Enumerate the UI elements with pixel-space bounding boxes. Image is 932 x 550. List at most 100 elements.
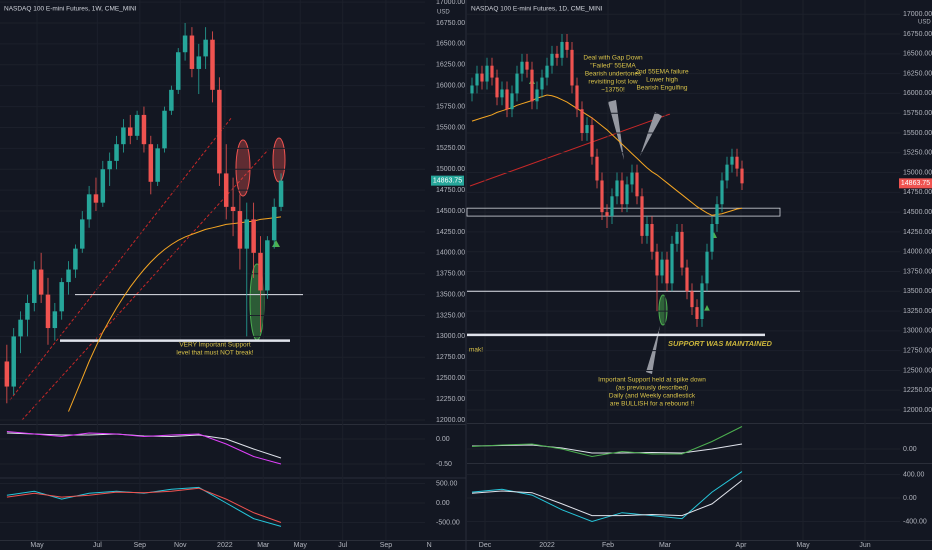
candle-body bbox=[18, 319, 23, 337]
candle-body bbox=[530, 69, 534, 102]
chart-title: NASDAQ 100 E-mini Futures, 1D, CME_MINI bbox=[471, 6, 603, 13]
candle-body bbox=[230, 206, 236, 212]
y-tick-label: 16000.00 bbox=[436, 83, 465, 90]
candle-body bbox=[575, 85, 579, 110]
candle-body bbox=[169, 89, 174, 111]
y-tick-label: 14500.00 bbox=[903, 209, 932, 216]
candle-body bbox=[710, 224, 714, 252]
annotation: VERY Important Support bbox=[179, 342, 250, 349]
y-tick-label: 0.00 bbox=[903, 495, 917, 502]
candle-body bbox=[555, 53, 559, 58]
y-tick-label: 0.00 bbox=[436, 500, 450, 507]
y-tick-label: 17000.00 bbox=[903, 11, 932, 18]
candle-body bbox=[52, 311, 58, 329]
y-tick-label: 13250.00 bbox=[903, 308, 932, 315]
currency-label: USD bbox=[437, 10, 450, 16]
candle-body bbox=[271, 206, 277, 241]
y-tick-label: 16250.00 bbox=[436, 62, 465, 69]
y-tick-label: 12000.00 bbox=[436, 417, 465, 424]
candle-body bbox=[620, 180, 624, 205]
annotation: are BULLISH for a rebound !! bbox=[610, 401, 694, 408]
y-tick-label: 14750.00 bbox=[903, 189, 932, 196]
y-tick-label: 12250.00 bbox=[436, 396, 465, 403]
candle-body bbox=[470, 85, 474, 94]
x-tick-label: May bbox=[294, 542, 308, 549]
candle-body bbox=[278, 180, 284, 207]
candle-body bbox=[695, 307, 699, 319]
y-tick-label: 15000.00 bbox=[903, 169, 932, 176]
annotation: ~13750! bbox=[601, 87, 625, 94]
candle-body bbox=[66, 269, 71, 283]
candle-body bbox=[640, 196, 644, 236]
annotation: Bearish Engulfing bbox=[637, 85, 688, 92]
x-tick-label: Nov bbox=[174, 542, 187, 549]
candle-body bbox=[210, 39, 215, 90]
x-tick-label: Mar bbox=[659, 542, 672, 549]
y-tick-label: 13000.00 bbox=[903, 328, 932, 335]
signal-marker bbox=[704, 305, 710, 311]
price-tag-label: 14863.75 bbox=[433, 177, 462, 184]
candle-body bbox=[545, 65, 549, 78]
indicator-line bbox=[471, 426, 743, 458]
candle-body bbox=[495, 77, 499, 98]
candle-body bbox=[217, 89, 222, 174]
candle-body bbox=[510, 93, 514, 110]
annotation: mak! bbox=[469, 347, 483, 354]
y-tick-label: 0.00 bbox=[436, 436, 450, 443]
candle-body bbox=[705, 251, 709, 284]
candle-body bbox=[11, 336, 16, 387]
y-tick-label: 16750.00 bbox=[903, 31, 932, 38]
y-tick-label: 12500.00 bbox=[903, 367, 932, 374]
x-tick-label: May bbox=[30, 542, 44, 549]
price-tag-label: 14863.75 bbox=[901, 180, 930, 187]
candle-body bbox=[475, 73, 479, 86]
support-zone bbox=[466, 207, 781, 217]
moving-average bbox=[471, 94, 743, 216]
annotation: 2nd 55EMA failure bbox=[635, 69, 689, 76]
annotation: Daily (and Weekly candlestick bbox=[609, 393, 696, 400]
y-tick-label: 14750.00 bbox=[436, 187, 465, 194]
x-tick-label: Apr bbox=[736, 542, 748, 549]
x-tick-label: Jul bbox=[338, 542, 347, 549]
candle-body bbox=[244, 219, 250, 249]
candle-body bbox=[535, 89, 539, 102]
y-tick-label: 0.00 bbox=[903, 446, 917, 453]
candle-body bbox=[237, 211, 243, 249]
candle-body bbox=[585, 125, 589, 133]
candle-body bbox=[715, 204, 719, 225]
price-tag bbox=[431, 175, 464, 186]
candle-body bbox=[650, 224, 654, 252]
candle-body bbox=[700, 283, 704, 319]
y-tick-label: 13500.00 bbox=[903, 288, 932, 295]
candle-body bbox=[645, 224, 649, 236]
candle-body bbox=[189, 35, 195, 69]
arrow bbox=[646, 326, 660, 374]
candle-body bbox=[265, 240, 270, 291]
candle-body bbox=[660, 259, 664, 276]
y-tick-label: 16750.00 bbox=[436, 20, 465, 27]
candle-body bbox=[182, 35, 188, 53]
y-tick-label: 15250.00 bbox=[903, 150, 932, 157]
y-tick-label: 15250.00 bbox=[436, 145, 465, 152]
x-tick-label: Feb bbox=[602, 542, 614, 549]
candle-body bbox=[121, 127, 126, 145]
candle-body bbox=[500, 89, 504, 98]
candle-body bbox=[223, 173, 229, 207]
y-tick-label: 12750.00 bbox=[903, 347, 932, 354]
candle-body bbox=[162, 110, 167, 149]
y-tick-label: -500.00 bbox=[436, 519, 460, 526]
indicator-line bbox=[471, 443, 743, 454]
arrow bbox=[640, 112, 662, 156]
candle-body bbox=[725, 164, 729, 181]
candle-body bbox=[525, 61, 529, 70]
candle-body bbox=[38, 269, 44, 295]
trend-line bbox=[469, 113, 671, 187]
highlight-ellipse bbox=[658, 294, 668, 326]
candle-body bbox=[251, 219, 256, 253]
candle-body bbox=[196, 56, 202, 69]
candle-body bbox=[550, 53, 554, 66]
candle-body bbox=[670, 243, 674, 284]
annotation: "Failed" 55EMA bbox=[590, 63, 636, 70]
candle-body bbox=[80, 219, 85, 249]
annotation: Bearish undertones bbox=[585, 71, 642, 78]
